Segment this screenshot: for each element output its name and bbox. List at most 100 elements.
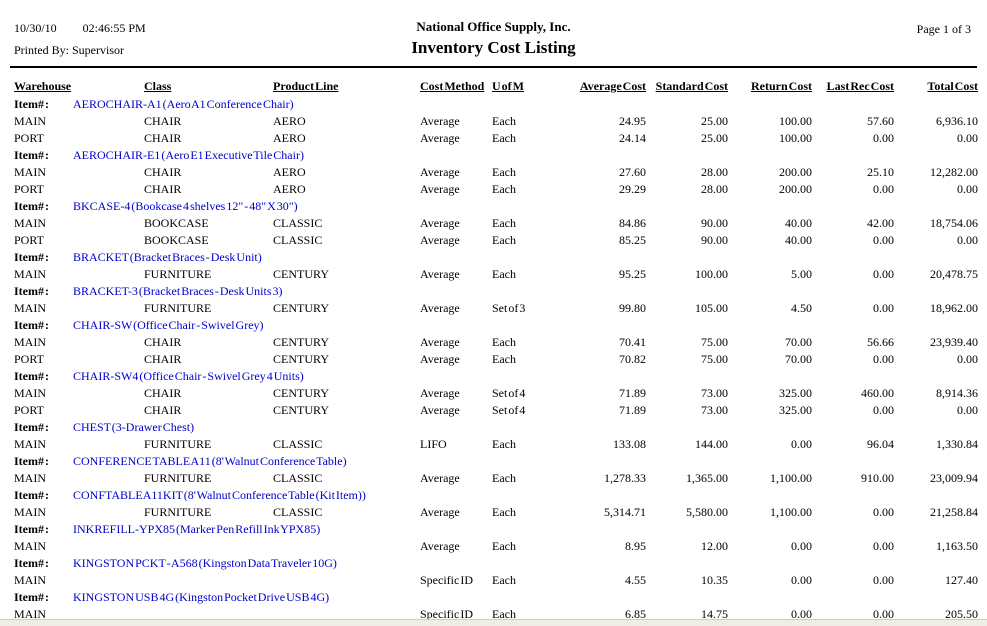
cell-uofm: Each: [492, 182, 516, 196]
item-code-link[interactable]: KINGSTON USB 4G (Kingston Pocket Drive U…: [73, 590, 330, 604]
cell-average-cost: 71.89: [619, 386, 646, 400]
item-group-row: Item# : KINGSTON USB 4G (Kingston Pocket …: [12, 589, 978, 606]
cell-standard-cost: 90.00: [701, 216, 728, 230]
cell-standard-cost: 10.35: [701, 573, 728, 587]
cell-cost-method: Average: [420, 131, 460, 145]
cell-uofm: Set of 4: [492, 403, 526, 417]
data-row: PORT CHAIR CENTURY Average Set of 4 71.89 73.0…: [12, 402, 978, 419]
item-code-link[interactable]: BRACKET (Bracket Braces - Desk Unit): [73, 250, 262, 264]
item-cell: Item# : BRACKET-3 (Bracket Braces - Desk …: [12, 283, 978, 300]
cell-class: [142, 538, 271, 555]
cell-uofm: Each: [492, 114, 516, 128]
cell-average-cost: 1,278.33: [604, 471, 646, 485]
print-date-time: 10/30/10 02:46:55 PM: [14, 21, 146, 36]
cell-average-cost: 24.95: [619, 114, 646, 128]
item-code-link[interactable]: BKCASE-4 (Bookcase 4 shelves 12" - 48" X…: [73, 199, 298, 213]
cell-cost-method: Average: [420, 267, 460, 281]
item-number-label: Item# :: [14, 369, 49, 383]
item-code-link[interactable]: CONFTABLEA11KIT (8' Walnut Conference Ta…: [73, 488, 366, 502]
item-group-row: Item# : AEROCHAIR-E1 (Aero E1 Executive T…: [12, 147, 978, 164]
cell-total-cost: 0.00: [957, 131, 978, 145]
cell-warehouse: PORT: [14, 233, 44, 247]
item-code-link[interactable]: CHEST (3-Drawer Chest): [73, 420, 195, 434]
cell-standard-cost: 100.00: [695, 267, 728, 281]
cell-last-rec-cost: 0.00: [873, 352, 894, 366]
cell-product-line: CENTURY: [273, 301, 330, 315]
cell-last-rec-cost: 460.00: [861, 386, 894, 400]
item-code-link[interactable]: AEROCHAIR-E1 (Aero E1 Executive Tile Cha…: [73, 148, 304, 162]
cell-cost-method: Average: [420, 114, 460, 128]
cell-class: CHAIR: [144, 131, 182, 145]
cell-last-rec-cost: 0.00: [873, 573, 894, 587]
cell-last-rec-cost: 0.00: [873, 539, 894, 553]
cell-return-cost: 1,100.00: [770, 471, 812, 485]
cell-product-line: CLASSIC: [273, 437, 323, 451]
item-group-row: Item# : KINGSTON PCKT - A568 (Kingston Da…: [12, 555, 978, 572]
cell-warehouse: MAIN: [14, 607, 46, 621]
company-name: National Office Supply, Inc.: [416, 19, 571, 34]
item-number-label: Item# :: [14, 522, 49, 536]
cell-last-rec-cost: 0.00: [873, 607, 894, 621]
cell-uofm: Each: [492, 352, 516, 366]
cell-standard-cost: 14.75: [701, 607, 728, 621]
data-row: MAIN FURNITURE CLASSIC LIFO Each 133.08 144.00…: [12, 436, 978, 453]
header-rule: [10, 66, 977, 68]
cell-return-cost: 0.00: [791, 437, 812, 451]
cell-cost-method: Average: [420, 505, 460, 519]
cell-standard-cost: 105.00: [695, 301, 728, 315]
cell-uofm: Each: [492, 267, 516, 281]
cell-average-cost: 84.86: [619, 216, 646, 230]
cell-product-line: CENTURY: [273, 386, 330, 400]
cell-class: CHAIR: [144, 182, 182, 196]
item-code-link[interactable]: KINGSTON PCKT - A568 (Kingston Data Trav…: [73, 556, 337, 570]
item-code-link[interactable]: CHAIR-SW (Office Chair - Swivel Grey): [73, 318, 264, 332]
cell-class: CHAIR: [144, 114, 182, 128]
cell-standard-cost: 1,365.00: [686, 471, 728, 485]
cell-product-line: AERO: [273, 182, 306, 196]
data-row: MAIN BOOKCASE CLASSIC Average Each 84.86 90.00…: [12, 215, 978, 232]
cell-product-line: CLASSIC: [273, 471, 323, 485]
cell-total-cost: 1,330.84: [936, 437, 978, 451]
cell-last-rec-cost: 25.10: [867, 165, 894, 179]
cell-standard-cost: 73.00: [701, 403, 728, 417]
cell-return-cost: 4.50: [791, 301, 812, 315]
item-cell: Item# : CHEST (3-Drawer Chest): [12, 419, 978, 436]
cell-last-rec-cost: 0.00: [873, 403, 894, 417]
data-row: MAIN CHAIR CENTURY Average Set of 4 71.89 73.0…: [12, 385, 978, 402]
item-cell: Item# : AEROCHAIR-A1 (Aero A1 Conference …: [12, 96, 978, 113]
cell-standard-cost: 5,580.00: [686, 505, 728, 519]
cell-total-cost: 0.00: [957, 403, 978, 417]
cell-cost-method: Specific ID: [420, 573, 473, 587]
item-code-link[interactable]: INKREFILL-YPX85 (Marker Pen Refill Ink Y…: [73, 522, 321, 536]
cell-class: [142, 572, 271, 589]
column-header-product-line: Product Line: [273, 79, 339, 93]
cell-average-cost: 85.25: [619, 233, 646, 247]
cell-uofm: Set of 4: [492, 386, 526, 400]
window-bottom-edge: [0, 619, 987, 626]
item-code-link[interactable]: CHAIR-SW4 (Office Chair - Swivel Grey 4 …: [73, 369, 304, 383]
item-cell: Item# : CONFTABLEA11KIT (8' Walnut Confer…: [12, 487, 978, 504]
column-header-standard-cost: Standard Cost: [655, 79, 728, 93]
cell-class: FURNITURE: [144, 267, 212, 281]
cell-total-cost: 18,962.00: [930, 301, 978, 315]
column-header-last-rec-cost: Last Rec Cost: [826, 79, 894, 93]
cell-class: CHAIR: [144, 386, 182, 400]
cell-total-cost: 0.00: [957, 182, 978, 196]
cell-average-cost: 133.08: [613, 437, 646, 451]
item-code-link[interactable]: BRACKET-3 (Bracket Braces - Desk Units 3…: [73, 284, 283, 298]
item-code-link[interactable]: AEROCHAIR-A1 (Aero A1 Conference Chair): [73, 97, 294, 111]
cell-total-cost: 0.00: [957, 233, 978, 247]
item-cell: Item# : CHAIR-SW4 (Office Chair - Swivel …: [12, 368, 978, 385]
data-row: MAIN FURNITURE CENTURY Average Set of 3 99.80…: [12, 300, 978, 317]
item-cell: Item# : BRACKET (Bracket Braces - Desk Un…: [12, 249, 978, 266]
cell-average-cost: 24.14: [619, 131, 646, 145]
item-group-row: Item# : INKREFILL-YPX85 (Marker Pen Refil…: [12, 521, 978, 538]
item-group-row: Item# : CONFERENCE TABLE A11 (8' Walnut C…: [12, 453, 978, 470]
data-row: MAIN FURNITURE CLASSIC Average Each 5,314.71 5…: [12, 504, 978, 521]
item-code-link[interactable]: CONFERENCE TABLE A11 (8' Walnut Conferen…: [73, 454, 347, 468]
data-row: MAIN Specific ID Each 4.55 10.35 0.00 0.00 127.…: [12, 572, 978, 589]
cell-standard-cost: 12.00: [701, 539, 728, 553]
data-row: PORT BOOKCASE CLASSIC Average Each 85.25 90.00…: [12, 232, 978, 249]
cell-return-cost: 100.00: [779, 114, 812, 128]
cell-product-line: CENTURY: [273, 335, 330, 349]
